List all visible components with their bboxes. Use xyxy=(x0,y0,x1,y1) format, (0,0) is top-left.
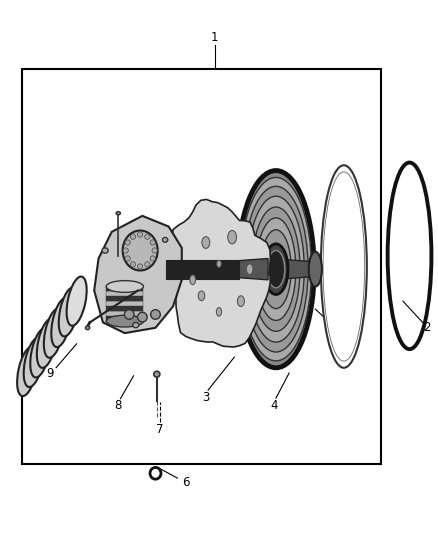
Ellipse shape xyxy=(150,240,155,245)
Ellipse shape xyxy=(228,231,237,244)
Ellipse shape xyxy=(162,238,168,242)
Polygon shape xyxy=(173,199,270,347)
Ellipse shape xyxy=(190,275,195,285)
Bar xyxy=(106,306,143,311)
Ellipse shape xyxy=(152,248,157,253)
Text: 9: 9 xyxy=(46,367,54,379)
Polygon shape xyxy=(94,216,182,333)
Bar xyxy=(106,287,143,292)
Ellipse shape xyxy=(154,371,160,377)
Polygon shape xyxy=(166,260,239,279)
Polygon shape xyxy=(239,259,268,280)
Ellipse shape xyxy=(264,244,288,294)
Ellipse shape xyxy=(240,177,311,361)
Ellipse shape xyxy=(267,251,285,288)
Bar xyxy=(106,301,143,306)
Ellipse shape xyxy=(138,312,147,322)
Ellipse shape xyxy=(198,291,205,301)
Ellipse shape xyxy=(145,262,150,267)
Ellipse shape xyxy=(247,196,304,342)
Bar xyxy=(106,296,143,301)
Ellipse shape xyxy=(17,347,37,396)
Bar xyxy=(106,311,143,316)
Ellipse shape xyxy=(116,212,120,215)
Ellipse shape xyxy=(123,230,158,271)
Ellipse shape xyxy=(145,234,150,239)
Ellipse shape xyxy=(138,264,143,269)
Ellipse shape xyxy=(51,298,71,347)
Ellipse shape xyxy=(202,237,210,248)
Text: 1: 1 xyxy=(211,31,219,44)
Ellipse shape xyxy=(261,230,291,309)
Polygon shape xyxy=(284,260,313,279)
Ellipse shape xyxy=(123,248,128,253)
Ellipse shape xyxy=(131,234,135,239)
Ellipse shape xyxy=(244,187,308,352)
Ellipse shape xyxy=(138,232,143,237)
Text: 8: 8 xyxy=(115,399,122,411)
Text: 7: 7 xyxy=(156,423,164,435)
Ellipse shape xyxy=(24,338,44,387)
Ellipse shape xyxy=(85,326,90,329)
Ellipse shape xyxy=(309,252,322,287)
Ellipse shape xyxy=(59,287,79,336)
Ellipse shape xyxy=(44,309,64,358)
Ellipse shape xyxy=(252,207,300,332)
Ellipse shape xyxy=(102,248,108,253)
Text: 3: 3 xyxy=(202,391,209,403)
Ellipse shape xyxy=(150,256,155,261)
Ellipse shape xyxy=(106,280,144,292)
Ellipse shape xyxy=(237,296,244,306)
Text: 4: 4 xyxy=(270,399,278,411)
Ellipse shape xyxy=(246,264,253,274)
Ellipse shape xyxy=(256,218,296,320)
Ellipse shape xyxy=(133,322,139,328)
Ellipse shape xyxy=(37,319,57,368)
Ellipse shape xyxy=(67,277,87,326)
Ellipse shape xyxy=(125,240,130,245)
Ellipse shape xyxy=(131,262,135,267)
Ellipse shape xyxy=(216,308,222,316)
Ellipse shape xyxy=(106,316,144,327)
Text: 5: 5 xyxy=(329,324,336,337)
Bar xyxy=(106,292,143,296)
Text: 6: 6 xyxy=(182,476,190,489)
Ellipse shape xyxy=(217,260,221,267)
Ellipse shape xyxy=(125,256,130,261)
Ellipse shape xyxy=(151,310,160,319)
Text: 2: 2 xyxy=(423,321,431,334)
Bar xyxy=(106,316,143,321)
Ellipse shape xyxy=(321,165,367,368)
Ellipse shape xyxy=(30,328,50,377)
Ellipse shape xyxy=(124,310,134,319)
Ellipse shape xyxy=(237,171,314,368)
